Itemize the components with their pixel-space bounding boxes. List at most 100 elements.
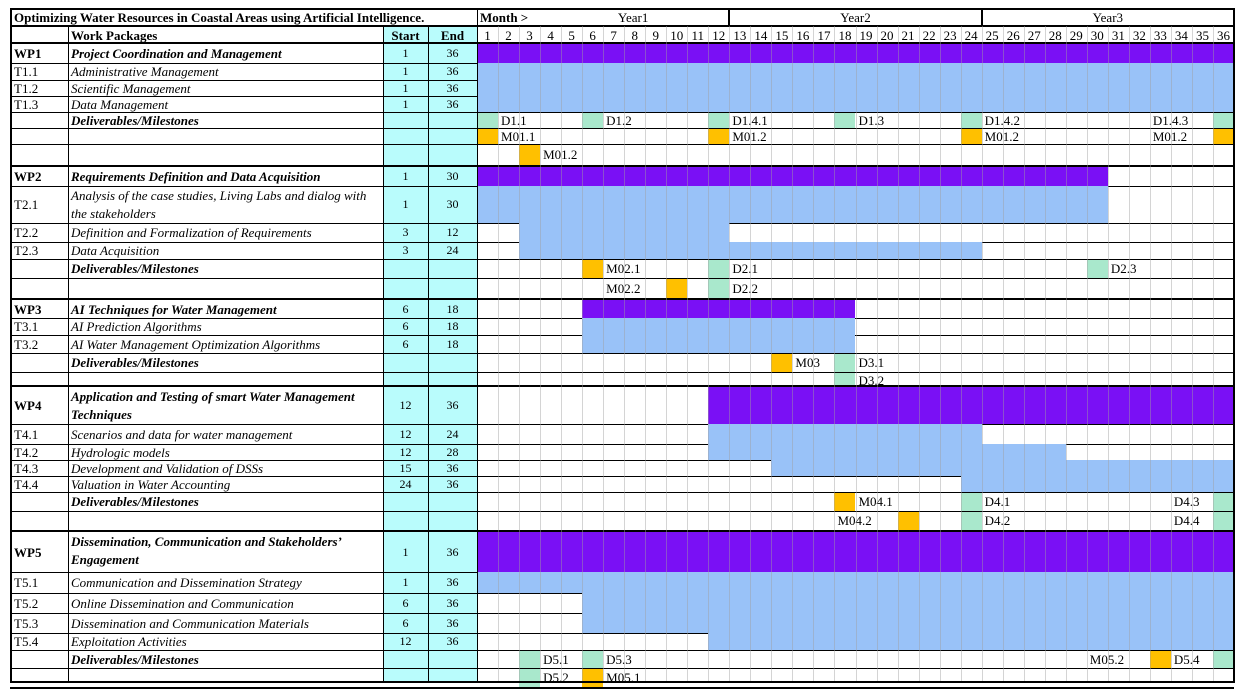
end-cell: 12 [446, 225, 459, 239]
name-cell: Communication and Dissemination Strategy [71, 575, 302, 590]
deliverable-mark [582, 113, 604, 128]
column-border [428, 26, 429, 682]
deliverable-label: D3.1 [858, 355, 885, 370]
row-border [10, 476, 1234, 477]
deliverable-label: D3.2 [858, 373, 885, 388]
start-cell: 1 [402, 46, 409, 60]
row-border [10, 460, 1234, 461]
month-grid-line [960, 26, 962, 682]
start-cell: 24 [399, 476, 412, 491]
task-bar [582, 593, 1234, 613]
deliverables-label: Deliverables/Milestones [71, 355, 199, 370]
name-cell: Scientific Management [71, 80, 191, 96]
month-number: 31 [1111, 28, 1125, 43]
month-grid-line [624, 26, 626, 682]
name-cell: AI Water Management Optimization Algorit… [71, 336, 321, 352]
month-number: 30 [1090, 28, 1104, 43]
deliverable-mark [477, 129, 499, 144]
deliverable-label: M02.1 [606, 261, 641, 276]
name-cell: Hydrologic models [71, 444, 170, 460]
deliverable-mark [960, 512, 982, 530]
end-cell: 30 [446, 169, 459, 183]
start-cell: 6 [402, 336, 409, 351]
month-number: 19 [859, 28, 873, 43]
id-cell: T2.3 [14, 243, 39, 258]
row-border [10, 424, 1234, 425]
month-grid-line [708, 26, 710, 682]
row-border [10, 633, 1234, 634]
deliverable-mark [960, 113, 982, 128]
deliverable-label: M01.2 [1152, 129, 1188, 144]
end-cell: 36 [446, 634, 459, 648]
row-border [10, 298, 1234, 300]
deliverable-mark [834, 493, 856, 511]
deliverable-label: D1.4.1 [732, 113, 768, 128]
month-grid-line [519, 26, 521, 682]
deliverable-mark [582, 260, 604, 278]
id-cell: T5.4 [14, 634, 39, 649]
row-border [10, 372, 1234, 373]
row-border [10, 259, 1234, 260]
month-grid-line [498, 26, 500, 682]
month-grid-line [855, 26, 857, 682]
deliverable-label: D4.1 [984, 494, 1011, 509]
end-cell: 18 [446, 336, 459, 351]
deliverable-label: D1.4.2 [984, 113, 1021, 128]
name-cell: Development and Validation of DSSs [71, 460, 264, 476]
month-number: 17 [817, 28, 831, 43]
month-grid-line [813, 26, 815, 682]
month-grid-line [1065, 26, 1067, 682]
deliverable-label: M01.2 [984, 129, 1019, 144]
id-cell: T4.3 [14, 460, 39, 476]
month-number: 18 [838, 28, 852, 43]
task-bar [708, 424, 982, 444]
id-cell: T4.1 [14, 426, 39, 442]
deliverable-label: M01.2 [732, 129, 767, 144]
end-cell: 36 [446, 575, 459, 589]
month-number: 24 [964, 28, 978, 43]
month-number: 32 [1132, 28, 1146, 43]
task-bar [582, 318, 856, 335]
deliverable-label: M04.2 [837, 513, 872, 528]
month-grid-line [603, 26, 605, 682]
deliverable-mark [519, 651, 541, 668]
start-cell: 12 [399, 444, 412, 459]
row-border [10, 511, 1234, 512]
month-number: 4 [547, 28, 554, 43]
deliverable-mark [1212, 651, 1234, 668]
month-number: 23 [943, 28, 957, 43]
month-number: 35 [1195, 28, 1209, 43]
deliverable-mark [708, 260, 730, 278]
start-cell: 15 [399, 460, 412, 475]
task-bar [519, 223, 730, 242]
deliverable-label: M05.2 [1089, 651, 1125, 667]
month-grid-line [1170, 26, 1172, 682]
month-grid-line [750, 26, 752, 682]
name-cell: Dissemination, Communication and Stakeho… [71, 534, 341, 567]
deliverable-label: D1.4.3 [1152, 113, 1189, 128]
deliverable-label: M01.1 [501, 129, 536, 144]
month-grid-line [645, 26, 647, 682]
start-cell: 1 [402, 197, 409, 211]
row-border [10, 492, 1234, 493]
start-cell: 6 [402, 319, 409, 333]
end-cell: 30 [446, 197, 459, 211]
year-label: Year2 [840, 10, 871, 25]
month-grid-line [792, 26, 794, 682]
end-cell: 28 [446, 444, 459, 459]
end-cell: 18 [446, 301, 459, 316]
start-cell: 1 [402, 544, 409, 559]
start-cell: 1 [402, 169, 409, 183]
start-cell: 1 [402, 575, 409, 589]
wp-bar [582, 300, 856, 318]
deliverable-mark [1212, 512, 1234, 530]
name-cell: Requirements Definition and Data Acquisi… [71, 169, 321, 184]
month-grid-line [582, 26, 584, 682]
month-number: 33 [1153, 28, 1167, 43]
id-cell: T2.1 [14, 197, 39, 212]
deliverable-mark [1149, 651, 1171, 668]
month-grid-line [918, 26, 920, 682]
month-grid-line [666, 26, 668, 682]
end-cell: 36 [446, 460, 459, 475]
name-cell: Application and Testing of smart Water M… [71, 389, 355, 422]
